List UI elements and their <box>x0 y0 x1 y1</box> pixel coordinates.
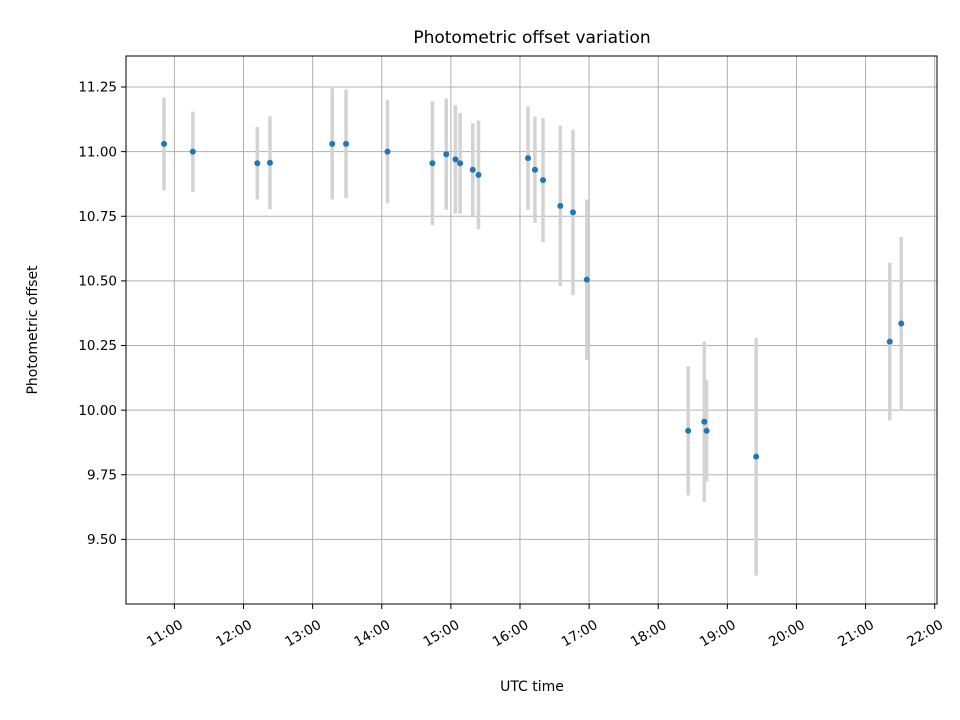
data-point <box>469 166 476 173</box>
data-point <box>457 160 464 167</box>
y-axis-ticks: 9.50 9.75 10.00 10.25 10.50 10.75 11.00 11.25 <box>78 80 126 548</box>
x-tick-label: 22:00 <box>904 617 946 650</box>
data-point <box>540 177 547 184</box>
y-tick-label: 11.00 <box>78 144 117 160</box>
x-tick-label: 15:00 <box>421 617 463 650</box>
y-tick-label: 9.50 <box>87 532 117 548</box>
data-point <box>443 151 450 158</box>
data-point <box>329 140 336 147</box>
data-point <box>531 166 538 173</box>
data-point <box>384 148 391 155</box>
data-point <box>685 427 692 434</box>
y-tick-label: 11.25 <box>78 80 117 96</box>
data-point <box>557 202 564 209</box>
data-point <box>475 171 482 178</box>
y-axis-label: Photometric offset <box>25 265 41 395</box>
x-tick-label: 17:00 <box>559 617 601 650</box>
y-tick-label: 10.50 <box>78 274 117 290</box>
chart-title: Photometric offset variation <box>413 28 650 48</box>
data-point <box>525 155 532 162</box>
x-tick-label: 20:00 <box>766 617 808 650</box>
x-tick-label: 12:00 <box>213 617 255 650</box>
data-point <box>886 338 893 345</box>
error-bars <box>162 88 904 576</box>
x-axis-label: UTC time <box>500 679 564 695</box>
x-tick-label: 18:00 <box>628 617 670 650</box>
data-points <box>161 140 905 460</box>
data-point <box>189 148 196 155</box>
data-point <box>452 156 459 163</box>
x-tick-label: 16:00 <box>490 617 532 650</box>
x-tick-label: 21:00 <box>835 617 877 650</box>
x-tick-label: 13:00 <box>282 617 324 650</box>
x-tick-label: 19:00 <box>697 617 739 650</box>
y-tick-label: 9.75 <box>87 467 117 483</box>
data-point <box>429 160 436 167</box>
data-point <box>569 209 576 216</box>
x-tick-label: 11:00 <box>144 617 186 650</box>
y-tick-label: 10.00 <box>78 403 117 419</box>
data-point <box>161 140 168 147</box>
data-point <box>254 160 261 167</box>
data-point <box>898 320 905 327</box>
y-tick-label: 10.25 <box>78 338 117 354</box>
data-point <box>703 427 710 434</box>
data-point <box>266 159 273 166</box>
grid <box>126 56 937 604</box>
plot-frame <box>125 55 938 605</box>
data-point <box>343 140 350 147</box>
y-tick-label: 10.75 <box>78 209 117 225</box>
data-point <box>583 276 590 283</box>
data-point <box>753 453 760 460</box>
x-tick-label: 14:00 <box>351 617 393 650</box>
x-axis-ticks: 11:00 12:00 13:00 14:00 15:00 16:00 17:00 18:00… <box>144 604 946 650</box>
data-point <box>701 418 708 425</box>
